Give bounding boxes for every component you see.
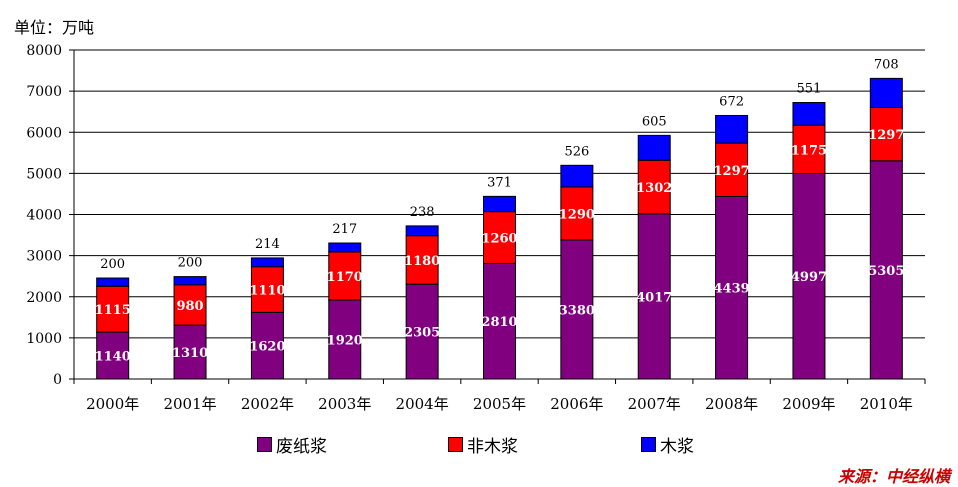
bar-2-4: [405, 225, 439, 237]
legend-swatch-wastepaper: [257, 437, 272, 452]
data-label-0-9: 4997: [791, 270, 827, 285]
data-label-0-3: 1920: [327, 334, 363, 349]
source-label: 来源：中经纵横: [837, 467, 950, 486]
data-label-0-4: 2305: [404, 326, 440, 341]
x-tick-label-5: 2005年: [473, 395, 526, 413]
bar-1-6: [560, 186, 594, 241]
data-label-0-6: 3380: [559, 303, 595, 318]
bar-2-6: [560, 164, 594, 188]
data-label-1-7: 1302: [636, 181, 672, 196]
bar-1-3: [328, 251, 362, 301]
legend: 废纸浆 非木浆 木浆: [0, 432, 958, 458]
x-tick-label-0: 2000年: [86, 395, 139, 413]
bar-2-9: [792, 102, 826, 126]
y-tick-label-2000: 2000: [26, 290, 62, 306]
data-label-1-10: 1297: [868, 128, 904, 143]
data-label-1-4: 1180: [404, 254, 440, 269]
bar-2-3: [328, 242, 362, 253]
bar-1-4: [405, 235, 439, 285]
data-label-2-10: 708: [874, 57, 899, 72]
bar-2-2: [250, 257, 284, 268]
legend-item-wood: 木浆: [641, 432, 694, 457]
bar-1-1: [173, 284, 207, 326]
bar-0-1: [173, 324, 207, 380]
y-tick-label-1000: 1000: [26, 331, 62, 347]
data-label-2-2: 214: [255, 237, 280, 252]
bar-2-10: [869, 77, 903, 108]
bar-0-6: [560, 239, 594, 380]
data-label-2-9: 551: [797, 82, 822, 97]
data-label-1-3: 1170: [327, 270, 363, 285]
bar-0-10: [869, 160, 903, 380]
x-tick-label-3: 2003年: [318, 395, 371, 413]
y-tick-label-3000: 3000: [26, 249, 62, 265]
data-label-0-7: 4017: [636, 290, 672, 305]
data-label-0-8: 4439: [713, 282, 749, 297]
x-tick-label-7: 2007年: [628, 395, 681, 413]
data-label-1-0: 1115: [95, 303, 131, 318]
data-label-0-0: 1140: [95, 350, 131, 365]
bar-0-3: [328, 299, 362, 380]
data-label-2-3: 217: [332, 222, 357, 237]
data-label-0-1: 1310: [172, 346, 208, 361]
bar-2-8: [715, 114, 749, 144]
legend-item-wastepaper: 废纸浆: [257, 432, 327, 457]
data-label-0-5: 2810: [481, 315, 517, 330]
data-label-2-7: 605: [642, 114, 667, 129]
bar-2-7: [637, 134, 671, 161]
legend-label-wastepaper: 废纸浆: [276, 437, 327, 457]
data-label-2-8: 672: [719, 94, 744, 109]
bar-1-5: [483, 211, 516, 264]
data-label-2-5: 371: [487, 175, 512, 190]
legend-swatch-wood: [641, 437, 656, 452]
data-label-0-2: 1620: [249, 340, 285, 355]
legend-swatch-nonwood: [448, 437, 463, 452]
bar-1-7: [637, 159, 671, 215]
bar-0-8: [715, 195, 749, 380]
x-tick-label-4: 2004年: [396, 395, 449, 413]
bar-2-1: [173, 276, 207, 286]
data-label-2-1: 200: [178, 256, 203, 271]
bar-1-9: [792, 124, 826, 174]
y-tick-label-6000: 6000: [26, 125, 62, 141]
x-tick-label-2: 2002年: [241, 395, 294, 413]
bar-2-5: [483, 195, 516, 213]
y-tick-label-0: 0: [53, 372, 62, 388]
unit-label: 单位：万吨: [14, 18, 95, 37]
data-label-1-1: 980: [176, 299, 203, 314]
data-label-1-8: 1297: [713, 164, 749, 179]
data-label-1-2: 1110: [249, 284, 285, 299]
data-label-0-10: 5305: [868, 264, 904, 279]
bar-1-10: [869, 106, 903, 162]
data-label-2-0: 200: [100, 257, 125, 272]
data-label-1-9: 1175: [791, 143, 827, 158]
bar-0-5: [483, 262, 516, 380]
legend-label-nonwood: 非木浆: [467, 437, 518, 457]
bar-0-7: [637, 213, 671, 380]
legend-label-wood: 木浆: [660, 437, 694, 457]
y-tick-label-7000: 7000: [26, 84, 62, 100]
bar-1-2: [250, 266, 284, 313]
x-tick-label-8: 2008年: [705, 395, 758, 413]
data-label-2-4: 238: [410, 205, 435, 220]
x-tick-label-9: 2009年: [782, 395, 835, 413]
data-label-2-6: 526: [564, 144, 589, 159]
bar-2-0: [96, 277, 130, 287]
y-tick-label-4000: 4000: [26, 208, 62, 224]
x-tick-label-6: 2006年: [550, 395, 603, 413]
data-label-1-5: 1260: [481, 232, 517, 247]
data-label-1-6: 1290: [559, 207, 595, 222]
x-tick-label-10: 2010年: [860, 395, 913, 413]
y-tick-label-5000: 5000: [26, 166, 62, 182]
bar-1-0: [96, 285, 130, 333]
x-tick-label-1: 2001年: [163, 395, 216, 413]
legend-item-nonwood: 非木浆: [448, 432, 518, 457]
y-tick-label-8000: 8000: [26, 43, 62, 59]
bar-0-4: [405, 283, 439, 380]
bar-0-9: [792, 172, 826, 380]
